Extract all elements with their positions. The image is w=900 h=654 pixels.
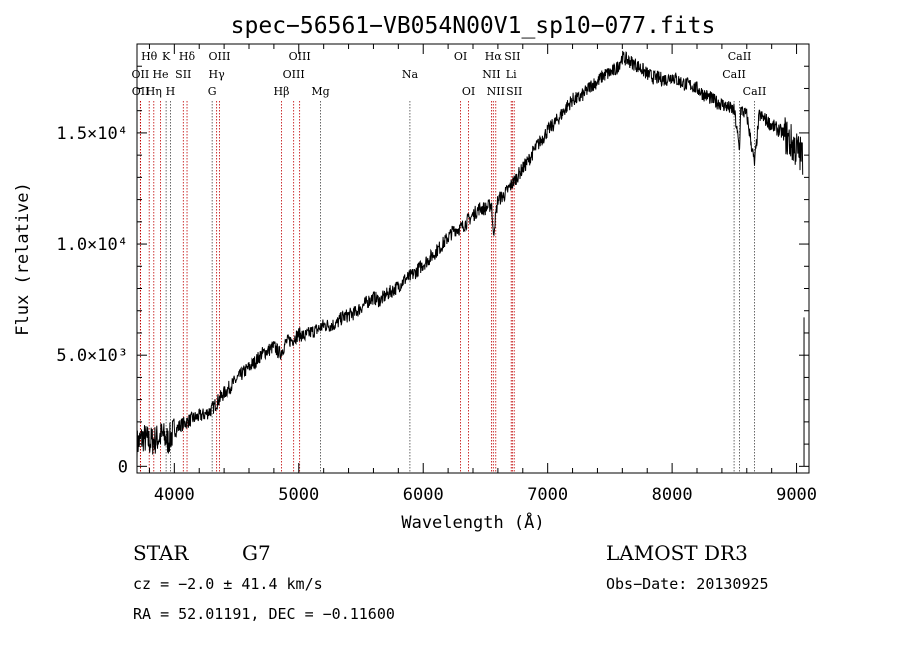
line-marker-label: CaII <box>743 85 767 98</box>
line-marker-label: SII <box>504 50 520 63</box>
line-marker-label: SII <box>175 68 191 81</box>
line-marker-label: Hδ <box>179 50 196 63</box>
x-tick-label: 6000 <box>403 485 444 505</box>
line-marker-label: Hθ <box>141 50 158 63</box>
survey-name: LAMOST DR3 <box>606 541 748 565</box>
line-marker-label: OI <box>462 85 475 98</box>
line-marker-label: H <box>166 85 176 98</box>
line-marker-label: Na <box>402 68 419 81</box>
line-marker-label: Mg <box>311 85 329 98</box>
line-marker-label: OI <box>454 50 467 63</box>
x-tick-label: 5000 <box>278 485 319 505</box>
line-marker-label: OIII <box>208 50 230 63</box>
y-tick-label: 5.0×10³ <box>56 346 128 366</box>
line-marker-label: Hη <box>146 85 162 98</box>
line-marker-label: CaII <box>728 50 752 63</box>
line-marker-label: He <box>152 68 168 81</box>
y-tick-label: 1.5×10⁴ <box>56 124 128 144</box>
line-marker-label: Li <box>506 68 517 81</box>
line-marker-label: NII <box>487 85 505 98</box>
line-marker-label: SII <box>506 85 522 98</box>
x-axis-label: Wavelength (Å) <box>401 511 544 533</box>
x-tick-label: 4000 <box>154 485 195 505</box>
line-marker-label: OIII <box>283 68 305 81</box>
object-subclass: G7 <box>242 541 271 565</box>
y-axis: 0 5.0×10³ 1.0×10⁴ 1.5×10⁴ <box>56 65 809 477</box>
x-axis: 4000 5000 6000 7000 8000 9000 <box>148 44 817 505</box>
plot-frame <box>136 43 810 474</box>
line-marker-label: K <box>162 50 171 63</box>
y-tick-label: 0 <box>118 457 128 477</box>
line-marker-label: Hα <box>485 50 503 63</box>
line-marker-label: Hγ <box>209 68 226 81</box>
redshift-text: cz = −2.0 ± 41.4 km/s <box>133 575 323 593</box>
x-tick-label: 9000 <box>776 485 817 505</box>
spectrum-series-flux <box>136 50 804 460</box>
line-marker-label: G <box>208 85 217 98</box>
line-marker-label: NII <box>482 68 500 81</box>
coordinates-text: RA = 52.01191, DEC = −0.11600 <box>133 605 395 623</box>
x-tick-label: 7000 <box>527 485 568 505</box>
line-marker-label: OIII <box>289 50 311 63</box>
y-axis-label: Flux (relative) <box>13 182 33 336</box>
plot-area <box>136 50 805 467</box>
line-marker-label: CaII <box>722 68 746 81</box>
line-marker-label: OII <box>132 85 150 98</box>
chart-title: spec−56561−VB054N00V1_sp10−077.fits <box>231 13 716 39</box>
obs-date-text: Obs−Date: 20130925 <box>606 575 769 593</box>
object-class: STAR <box>133 541 189 565</box>
y-tick-label: 1.0×10⁴ <box>56 235 128 255</box>
line-marker-label: OII <box>132 68 150 81</box>
x-tick-label: 8000 <box>652 485 693 505</box>
line-marker-label: Hβ <box>274 85 290 98</box>
